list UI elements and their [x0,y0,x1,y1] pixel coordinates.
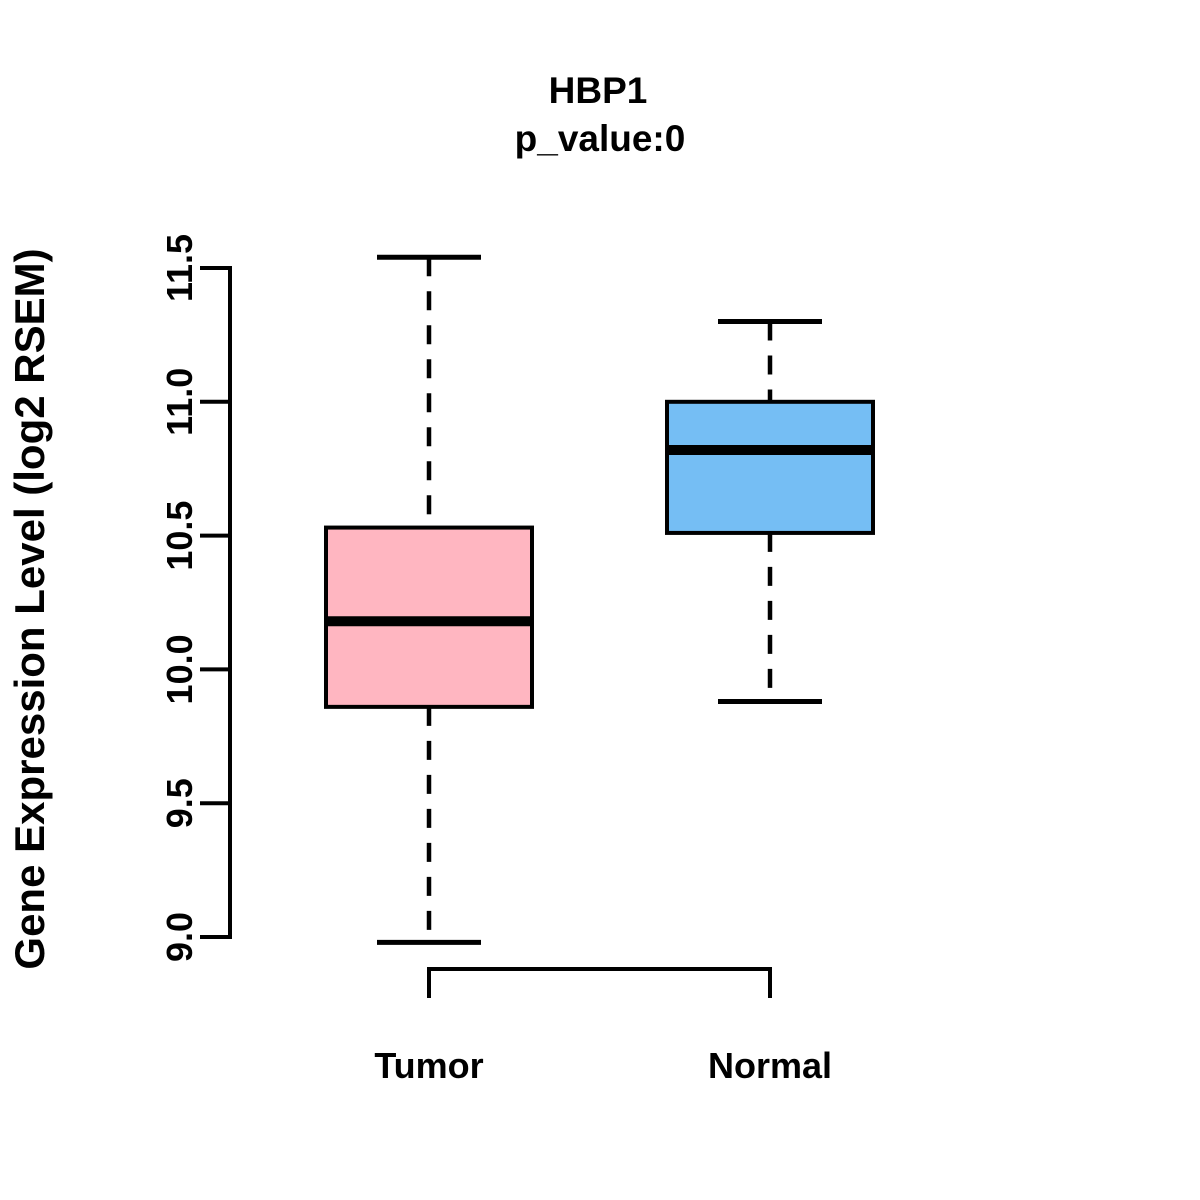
y-tick-label-9.0: 9.0 [159,912,200,962]
y-tick-label-11.5: 11.5 [159,234,200,302]
y-axis-title: Gene Expression Level (log2 RSEM) [6,248,53,969]
x-category-label-tumor: Tumor [374,1045,483,1086]
y-tick-label-10.0: 10.0 [159,634,200,704]
y-tick-label-11.0: 11.0 [159,368,200,436]
y-tick-label-9.5: 9.5 [159,778,200,828]
y-tick-label-10.5: 10.5 [159,501,200,571]
chart-title: HBP1 [549,70,648,111]
chart-subtitle: p_value:0 [515,118,686,159]
box-normal [665,399,875,535]
x-axis-bracket [427,967,772,998]
chart-layer: 9.0 9.5 10.0 10.5 11.0 11.5 Tumor Normal [159,234,875,1086]
x-category-label-normal: Normal [708,1045,832,1086]
